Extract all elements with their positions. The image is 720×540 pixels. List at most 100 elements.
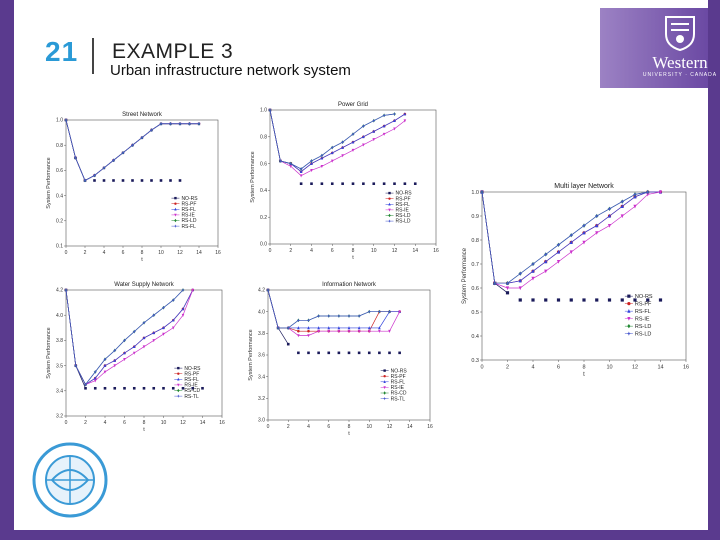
data-point bbox=[392, 112, 397, 116]
data-point bbox=[151, 313, 156, 317]
data-point bbox=[362, 143, 365, 147]
data-point bbox=[150, 179, 153, 182]
data-point bbox=[307, 326, 310, 330]
x-tick-label: 2 bbox=[289, 248, 292, 254]
legend-label: RS-CD bbox=[184, 388, 200, 394]
data-point bbox=[64, 288, 68, 292]
data-point bbox=[351, 132, 355, 136]
data-point bbox=[393, 127, 396, 131]
x-tick-label: 4 bbox=[104, 420, 107, 426]
x-tick-label: 16 bbox=[219, 420, 225, 426]
x-tick-label: 16 bbox=[683, 365, 689, 371]
x-tick-label: 14 bbox=[200, 420, 206, 426]
x-tick-label: 8 bbox=[143, 420, 146, 426]
data-point bbox=[620, 204, 624, 208]
data-point bbox=[159, 179, 163, 182]
x-tick-label: 0 bbox=[480, 365, 483, 371]
data-point bbox=[582, 298, 586, 302]
data-point bbox=[330, 182, 334, 185]
y-tick-label: 0.0 bbox=[260, 242, 267, 248]
x-tick-label: 0 bbox=[269, 248, 272, 254]
data-point bbox=[582, 240, 586, 245]
data-point bbox=[327, 326, 331, 330]
x-tick-label: 4 bbox=[531, 365, 534, 371]
y-tick-label: 0.8 bbox=[56, 143, 63, 149]
data-point bbox=[357, 314, 361, 318]
data-point bbox=[403, 112, 407, 116]
x-tick-label: 12 bbox=[392, 248, 398, 254]
data-point bbox=[505, 281, 510, 286]
data-point bbox=[581, 223, 587, 228]
data-point bbox=[607, 298, 612, 302]
data-point bbox=[505, 291, 510, 295]
legend-label: NO-RS bbox=[391, 368, 408, 374]
data-point bbox=[299, 169, 303, 173]
data-point bbox=[306, 318, 311, 323]
community-badge-icon bbox=[32, 442, 108, 518]
data-point bbox=[393, 182, 396, 185]
data-point bbox=[140, 135, 144, 140]
data-point bbox=[103, 370, 107, 374]
data-point bbox=[378, 326, 381, 330]
x-tick-label: 12 bbox=[180, 420, 186, 426]
legend-label: NO-RS bbox=[184, 366, 201, 372]
data-point bbox=[361, 124, 366, 128]
data-point bbox=[607, 213, 612, 218]
y-tick-label: 0.4 bbox=[471, 334, 479, 340]
series-line bbox=[481, 191, 648, 284]
x-tick-label: 4 bbox=[310, 248, 313, 254]
data-point bbox=[403, 182, 407, 185]
y-axis-label: System Performance bbox=[462, 247, 468, 304]
data-point bbox=[327, 351, 331, 355]
data-point bbox=[191, 386, 195, 390]
data-point bbox=[152, 331, 156, 335]
x-axis-label: t bbox=[141, 257, 143, 263]
data-point bbox=[505, 286, 510, 291]
data-point bbox=[351, 140, 355, 144]
x-axis-label: t bbox=[143, 427, 145, 433]
legend-label: RS-LD bbox=[635, 331, 652, 337]
x-tick-label: 0 bbox=[267, 424, 270, 430]
data-point bbox=[382, 113, 386, 118]
data-point bbox=[518, 278, 522, 283]
data-point bbox=[168, 121, 173, 126]
data-point bbox=[544, 269, 548, 274]
x-tick-label: 16 bbox=[427, 424, 433, 430]
data-point bbox=[398, 310, 401, 314]
data-point bbox=[646, 192, 650, 197]
data-point bbox=[357, 329, 361, 333]
logo-wordmark: Western bbox=[652, 53, 708, 72]
data-point bbox=[620, 214, 624, 219]
data-point bbox=[140, 179, 144, 182]
data-point bbox=[544, 259, 548, 264]
data-point bbox=[112, 348, 117, 353]
data-point bbox=[142, 320, 146, 325]
data-point bbox=[171, 318, 175, 322]
data-point bbox=[310, 182, 313, 185]
x-tick-label: 12 bbox=[387, 424, 393, 430]
data-point bbox=[347, 314, 351, 318]
legend-label: RS-IE bbox=[181, 213, 195, 219]
legend-label: RS-FL bbox=[181, 224, 196, 230]
legend-label: RS-TL bbox=[184, 394, 199, 400]
y-tick-label: 0.7 bbox=[471, 262, 479, 268]
x-tick-label: 8 bbox=[141, 250, 144, 256]
data-point bbox=[178, 179, 182, 182]
data-point bbox=[393, 118, 396, 123]
legend-label: RS-FL bbox=[391, 379, 406, 385]
legend-label: RS-FL bbox=[184, 377, 199, 383]
y-axis-label: System Performance bbox=[248, 329, 254, 380]
x-tick-label: 4 bbox=[103, 250, 106, 256]
data-point bbox=[556, 242, 561, 247]
legend-label: RS-PF bbox=[396, 196, 411, 202]
x-tick-label: 8 bbox=[348, 424, 351, 430]
data-point bbox=[286, 326, 291, 330]
legend-label: NO-RS bbox=[396, 191, 413, 197]
legend-label: RS-PF bbox=[391, 374, 406, 380]
y-tick-label: 3.4 bbox=[56, 388, 63, 394]
legend-label: NO-RS bbox=[635, 294, 653, 300]
data-point bbox=[569, 233, 574, 238]
data-point bbox=[569, 298, 573, 302]
crest-icon bbox=[665, 16, 695, 52]
data-point bbox=[518, 271, 523, 276]
